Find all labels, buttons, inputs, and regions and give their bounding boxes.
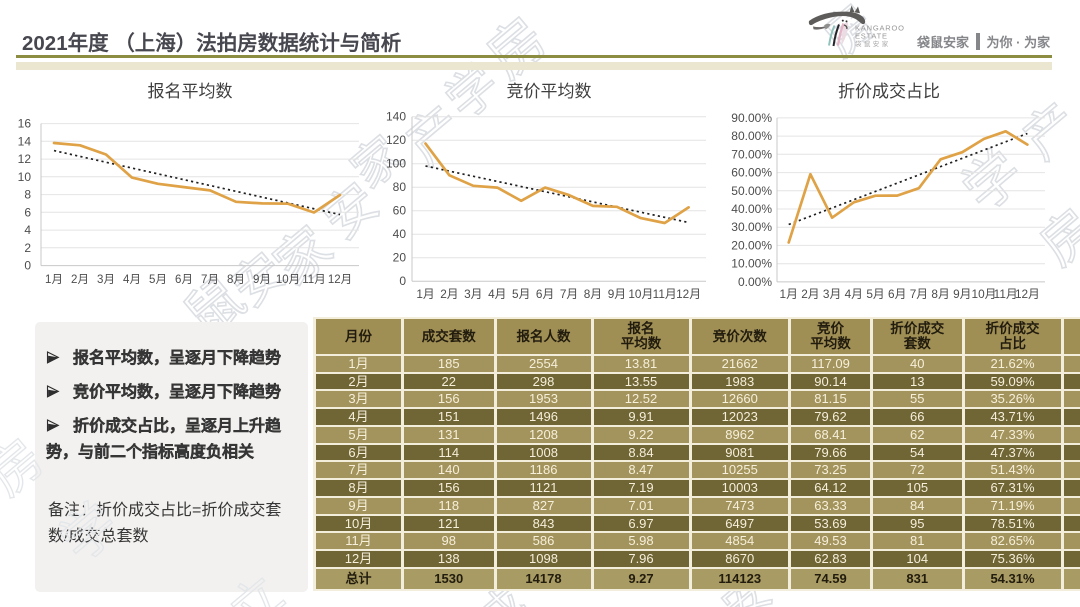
- svg-text:10: 10: [18, 170, 32, 184]
- svg-text:20.00%: 20.00%: [731, 238, 772, 252]
- svg-text:0: 0: [24, 259, 31, 273]
- svg-text:报名平均数: 报名平均数: [148, 82, 233, 101]
- svg-text:6: 6: [24, 205, 31, 219]
- svg-text:6月: 6月: [536, 287, 554, 301]
- svg-text:4月: 4月: [123, 274, 141, 286]
- svg-text:40: 40: [393, 227, 407, 241]
- svg-text:70.00%: 70.00%: [731, 147, 772, 161]
- svg-text:10月: 10月: [276, 274, 300, 286]
- svg-text:8月: 8月: [584, 287, 602, 301]
- svg-text:0.00%: 0.00%: [738, 275, 772, 289]
- svg-text:7月: 7月: [910, 287, 928, 301]
- svg-text:9月: 9月: [953, 287, 971, 301]
- svg-text:6月: 6月: [175, 274, 193, 286]
- svg-text:140: 140: [386, 110, 406, 124]
- svg-text:10.00%: 10.00%: [731, 257, 772, 271]
- svg-text:4月: 4月: [845, 287, 863, 301]
- svg-text:1月: 1月: [45, 274, 63, 286]
- svg-text:16: 16: [18, 117, 32, 131]
- svg-text:100: 100: [386, 157, 406, 171]
- svg-text:2月: 2月: [71, 274, 89, 286]
- svg-text:14: 14: [18, 134, 32, 148]
- svg-text:1月: 1月: [416, 287, 434, 301]
- svg-text:20: 20: [393, 251, 407, 265]
- svg-text:10月: 10月: [628, 287, 653, 301]
- svg-text:30.00%: 30.00%: [731, 220, 772, 234]
- svg-text:7月: 7月: [201, 274, 219, 286]
- svg-text:3月: 3月: [464, 287, 482, 301]
- svg-text:ESTATE: ESTATE: [855, 32, 888, 41]
- svg-text:5月: 5月: [149, 274, 167, 286]
- svg-text:0: 0: [399, 274, 406, 288]
- svg-text:90.00%: 90.00%: [731, 111, 772, 125]
- svg-text:2月: 2月: [801, 287, 819, 301]
- svg-text:9月: 9月: [608, 287, 626, 301]
- svg-text:11月: 11月: [994, 287, 1018, 301]
- svg-text:袋鼠安家: 袋鼠安家: [855, 39, 891, 48]
- svg-text:2月: 2月: [440, 287, 458, 301]
- svg-text:60: 60: [393, 204, 407, 218]
- svg-text:12月: 12月: [676, 287, 701, 301]
- svg-text:12: 12: [18, 152, 32, 166]
- svg-text:60.00%: 60.00%: [731, 166, 772, 180]
- svg-text:80.00%: 80.00%: [731, 129, 772, 143]
- svg-text:4月: 4月: [488, 287, 506, 301]
- svg-text:8月: 8月: [227, 274, 245, 286]
- svg-text:10月: 10月: [972, 287, 997, 301]
- svg-text:6月: 6月: [888, 287, 906, 301]
- svg-text:折价成交占比: 折价成交占比: [838, 82, 940, 101]
- svg-text:11月: 11月: [302, 274, 325, 286]
- svg-text:11月: 11月: [653, 287, 677, 301]
- svg-text:竞价平均数: 竞价平均数: [507, 82, 592, 101]
- svg-text:9月: 9月: [253, 274, 271, 286]
- svg-text:3月: 3月: [823, 287, 841, 301]
- svg-text:7月: 7月: [560, 287, 578, 301]
- svg-text:8: 8: [24, 188, 31, 202]
- svg-text:4: 4: [24, 223, 31, 237]
- svg-text:50.00%: 50.00%: [731, 184, 772, 198]
- svg-text:12月: 12月: [1015, 287, 1040, 301]
- svg-text:1月: 1月: [780, 287, 798, 301]
- svg-text:5月: 5月: [512, 287, 530, 301]
- svg-text:8月: 8月: [931, 287, 949, 301]
- svg-text:2: 2: [24, 241, 31, 255]
- svg-text:KANGAROO: KANGAROO: [855, 24, 905, 33]
- svg-text:40.00%: 40.00%: [731, 202, 772, 216]
- svg-text:120: 120: [386, 133, 406, 147]
- svg-text:5月: 5月: [866, 287, 884, 301]
- svg-text:80: 80: [393, 180, 407, 194]
- svg-text:3月: 3月: [97, 274, 115, 286]
- svg-text:12月: 12月: [328, 274, 352, 286]
